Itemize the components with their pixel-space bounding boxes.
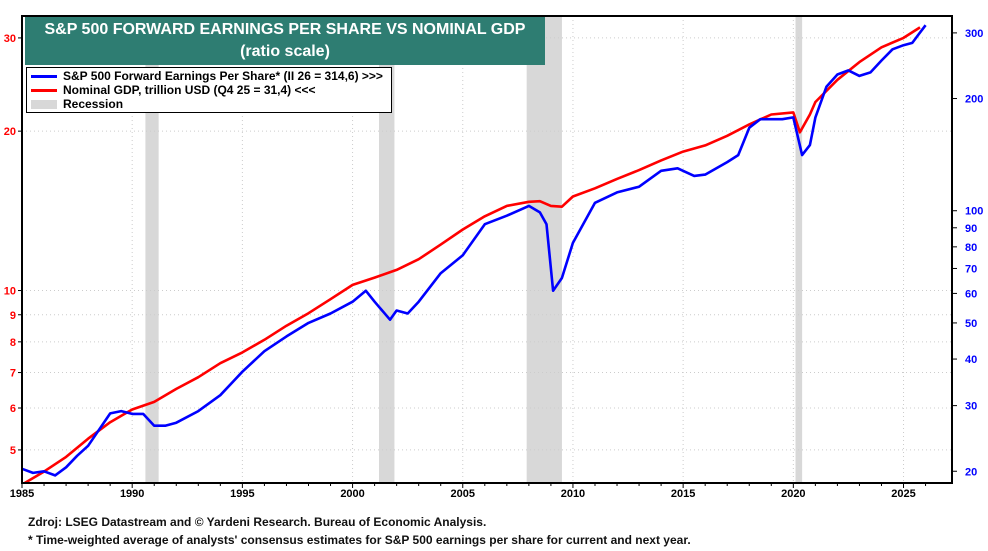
right-tick-label: 90 [965,223,977,235]
chart-title: S&P 500 FORWARD EARNINGS PER SHARE VS NO… [44,21,526,38]
x-tick-label: 2005 [451,488,475,500]
plot-frame [21,15,953,484]
x-tick-label: 2010 [561,488,585,500]
legend-swatch-red [31,88,57,92]
x-tick-label: 2020 [781,488,805,500]
left-tick-label: 7 [10,368,16,380]
right-tick-label: 300 [965,28,983,40]
recession-band [526,16,562,483]
chart-title-box: S&P 500 FORWARD EARNINGS PER SHARE VS NO… [25,17,545,65]
right-tick-label: 60 [965,288,977,300]
x-tick-label: 1995 [230,488,254,500]
legend-swatch-blue [31,74,57,78]
footnote: * Time-weighted average of analysts' con… [28,533,691,547]
right-tick-label: 30 [965,401,977,413]
left-tick-label: 9 [10,310,16,322]
recession-band [145,16,159,483]
chart-subtitle: (ratio scale) [240,43,330,60]
left-tick-label: 30 [4,33,16,45]
x-tick-label: 2015 [671,488,695,500]
right-tick-label: 40 [965,354,977,366]
right-tick-label: 100 [965,206,983,218]
right-tick-label: 70 [965,263,977,275]
legend-item-eps: S&P 500 Forward Earnings Per Share* (II … [27,69,383,83]
right-tick-label: 200 [965,94,983,106]
right-tick-label: 80 [965,242,977,254]
left-tick-label: 20 [4,126,16,138]
legend-swatch-gray [31,99,57,109]
legend: S&P 500 Forward Earnings Per Share* (II … [26,67,392,113]
legend-label: Recession [63,97,124,111]
x-tick-label: 2000 [340,488,364,500]
x-tick-label: 1990 [120,488,144,500]
left-tick-label: 10 [4,286,16,298]
eps-line [22,24,927,477]
legend-label: S&P 500 Forward Earnings Per Share* (II … [63,69,383,83]
legend-item-recession: Recession [27,97,383,111]
recession-band [379,16,395,483]
recession-band [795,16,803,483]
right-tick-label: 50 [965,318,977,330]
legend-label: Nominal GDP, trillion USD (Q4 25 = 31,4)… [63,83,316,97]
left-tick-label: 5 [10,445,16,457]
right-tick-label: 20 [965,466,977,478]
legend-item-gdp: Nominal GDP, trillion USD (Q4 25 = 31,4)… [27,83,383,97]
gdp-line [22,26,921,483]
x-tick-label: 2025 [891,488,915,500]
x-tick-label: 1985 [10,488,34,500]
left-tick-label: 6 [10,403,16,415]
left-tick-label: 8 [10,337,16,349]
source-note: Zdroj: LSEG Datastream and © Yardeni Res… [28,515,487,529]
